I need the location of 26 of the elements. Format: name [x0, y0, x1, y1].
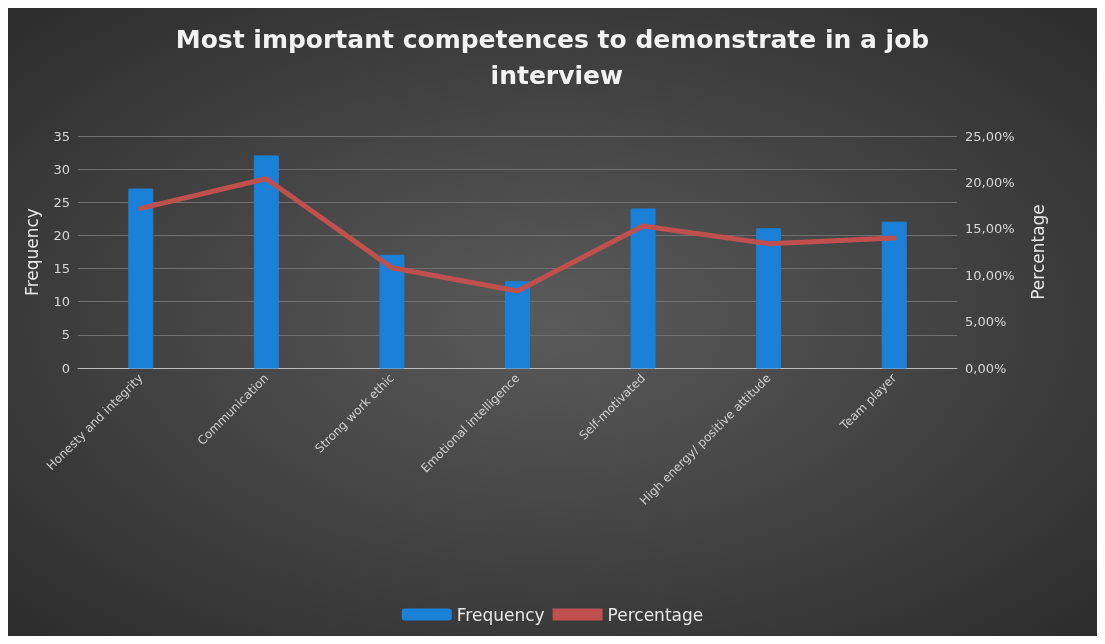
bar	[253, 155, 279, 369]
legend-label: Frequency	[456, 604, 545, 625]
y-tick-label: 30	[53, 161, 70, 177]
bar	[756, 228, 782, 369]
chart-title: Most important competences to demonstrate in a job interview	[175, 24, 930, 90]
y-tick-label: 25	[53, 194, 70, 210]
y2-tick-label: 25,00%	[965, 128, 1015, 144]
y-tick-label: 20	[53, 227, 70, 243]
y2-tick-label: 0,00%	[965, 360, 1007, 376]
bar	[128, 188, 154, 369]
legend-label: Percentage	[607, 604, 704, 625]
bar	[881, 221, 907, 369]
y-tick-label: 15	[53, 261, 70, 277]
y-tick-label: 0	[61, 360, 70, 376]
bar	[379, 254, 405, 369]
y2-tick-label: 20,00%	[965, 174, 1015, 190]
y-tick-label: 10	[53, 294, 70, 310]
bar	[505, 281, 530, 369]
y2-tick-label: 5,00%	[965, 314, 1007, 330]
y-axis-title: Frequency	[21, 208, 42, 296]
bar	[630, 208, 656, 369]
y-tick-label: 5	[61, 327, 70, 343]
y2-tick-label: 15,00%	[965, 221, 1015, 237]
y-tick-label: 35	[53, 128, 70, 144]
y2-tick-label: 10,00%	[965, 267, 1015, 283]
y2-axis-title: Percentage	[1027, 204, 1048, 300]
